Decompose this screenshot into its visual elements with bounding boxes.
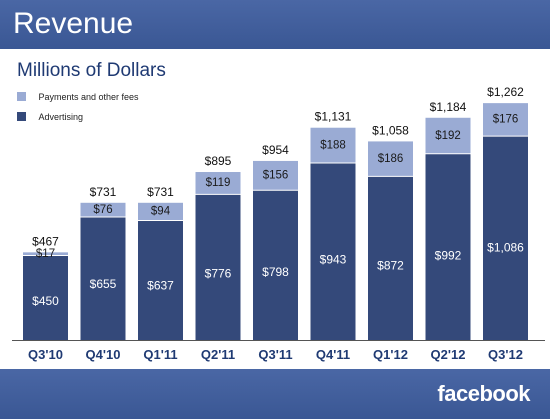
x-tick-label: Q3'12 xyxy=(488,347,523,362)
facebook-logo: facebook xyxy=(437,381,530,406)
legend-item-payments: Payments and other fees xyxy=(17,88,139,102)
data-label-advertising: $992 xyxy=(435,248,462,262)
data-label-total: $1,058 xyxy=(372,123,409,137)
data-label-payments: $156 xyxy=(263,170,289,182)
data-label-total: $467 xyxy=(32,234,59,248)
bar-payments xyxy=(195,172,241,195)
data-label-total: $954 xyxy=(262,143,289,157)
x-tick-label: Q4'11 xyxy=(316,347,350,362)
bar-payments xyxy=(253,160,298,191)
data-label-payments: $17 xyxy=(36,248,55,260)
bar-payments xyxy=(80,202,126,218)
page-title: Revenue xyxy=(13,7,134,40)
data-label-payments: $119 xyxy=(206,177,231,189)
x-tick-label: Q3'11 xyxy=(258,347,292,362)
data-label-advertising: $637 xyxy=(147,278,174,292)
bar-payments xyxy=(425,117,471,154)
data-label-payments: $188 xyxy=(320,139,346,151)
x-tick-label: Q4'10 xyxy=(86,347,121,362)
data-label-payments: $176 xyxy=(493,114,519,126)
data-label-advertising: $655 xyxy=(90,277,117,291)
bar-advertising xyxy=(80,217,126,340)
bar-payments xyxy=(368,141,413,177)
data-label-total: $1,184 xyxy=(430,100,467,114)
legend-label-advertising: Advertising xyxy=(38,111,83,122)
data-label-advertising: $776 xyxy=(205,267,232,281)
data-label-advertising: $872 xyxy=(377,259,404,273)
legend-swatch-advertising xyxy=(17,112,26,122)
chart-legend: Payments and other fees Advertising xyxy=(17,88,139,128)
bar-advertising xyxy=(310,163,356,340)
bar-payments xyxy=(23,252,68,256)
x-tick-label: Q2'11 xyxy=(201,347,235,362)
bar-payments xyxy=(483,103,528,137)
legend-item-advertising: Advertising xyxy=(17,108,139,122)
bar-advertising xyxy=(483,136,528,340)
data-label-advertising: $943 xyxy=(320,253,347,267)
bar-advertising xyxy=(138,220,183,340)
data-label-total: $1,262 xyxy=(487,85,524,99)
bar-advertising xyxy=(195,194,241,340)
bar-payments xyxy=(310,127,356,164)
data-label-payments: $94 xyxy=(151,206,171,218)
x-tick-label: Q1'11 xyxy=(143,347,177,362)
bar-advertising xyxy=(23,255,68,340)
data-label-advertising: $450 xyxy=(32,294,59,308)
data-label-total: $1,131 xyxy=(315,110,352,124)
data-label-payments: $186 xyxy=(378,153,404,165)
legend-swatch-payments xyxy=(17,92,26,102)
legend-label-payments: Payments and other fees xyxy=(38,91,139,102)
data-label-total: $731 xyxy=(147,185,174,199)
data-label-total: $895 xyxy=(205,154,232,168)
bar-advertising xyxy=(368,176,413,340)
revenue-bar-chart: $450 $17$467 Q3'10 $655 $76 $731 Q4'10 $637 $94 $… xyxy=(12,85,545,362)
data-label-total: $731 xyxy=(90,185,117,199)
bar-advertising xyxy=(425,153,471,340)
data-label-advertising: $798 xyxy=(262,265,289,279)
footer-bar xyxy=(0,369,550,419)
x-tick-label: Q2'12 xyxy=(431,347,466,362)
x-tick-label: Q1'12 xyxy=(373,347,408,362)
title-bar: Revenue xyxy=(0,0,550,49)
x-tick-label: Q3'10 xyxy=(28,347,63,362)
bar-advertising xyxy=(253,190,298,340)
data-label-advertising: $1,086 xyxy=(487,240,524,254)
data-label-payments: $192 xyxy=(435,130,461,142)
bar-payments xyxy=(138,202,183,221)
chart-subtitle: Millions of Dollars xyxy=(17,60,166,81)
data-label-payments: $76 xyxy=(93,204,112,216)
